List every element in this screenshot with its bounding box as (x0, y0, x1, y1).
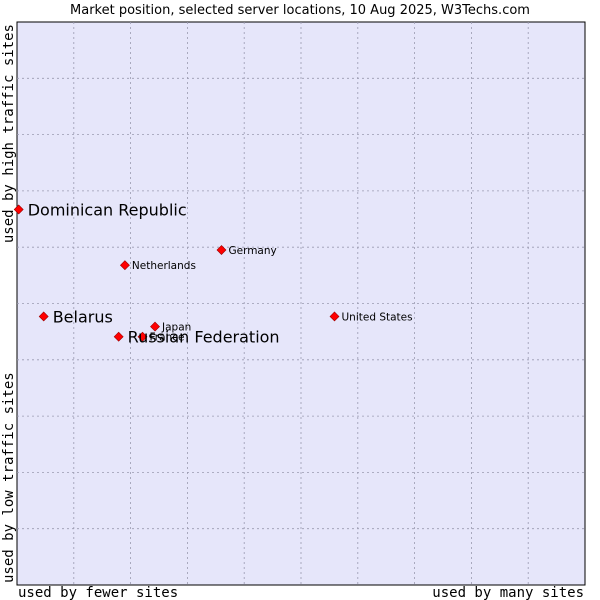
data-label-japan: Japan (161, 322, 191, 334)
data-point-united-states (329, 311, 340, 322)
data-point-japan (150, 321, 160, 332)
y-axis-label-low: used by low traffic sites (1, 372, 17, 583)
x-axis-label-high: used by many sites (432, 585, 584, 600)
data-label-belarus: Belarus (53, 307, 113, 326)
grid-lines (17, 22, 585, 585)
data-label-dominican-republic: Dominican Republic (28, 200, 187, 219)
data-point-belarus (38, 311, 49, 322)
x-axis-label-low: used by fewer sites (18, 585, 178, 600)
data-label-united-states: United States (342, 311, 413, 323)
data-label-germany: Germany (228, 245, 276, 257)
chart-title: Market position, selected server locatio… (70, 3, 530, 18)
data-point-russian-federation (113, 331, 124, 342)
data-label-france: France (150, 332, 185, 344)
y-axis-label-high: used by high traffic sites (1, 24, 17, 243)
data-point-france (137, 331, 148, 342)
data-label-netherlands: Netherlands (132, 260, 196, 272)
data-point-netherlands (119, 260, 130, 271)
data-label-russian-federation: Russian Federation (128, 328, 280, 347)
data-point-dominican-republic (13, 204, 24, 215)
data-points: Dominican Republic Germany Netherlands Bela… (13, 200, 413, 347)
data-point-germany (216, 245, 227, 255)
